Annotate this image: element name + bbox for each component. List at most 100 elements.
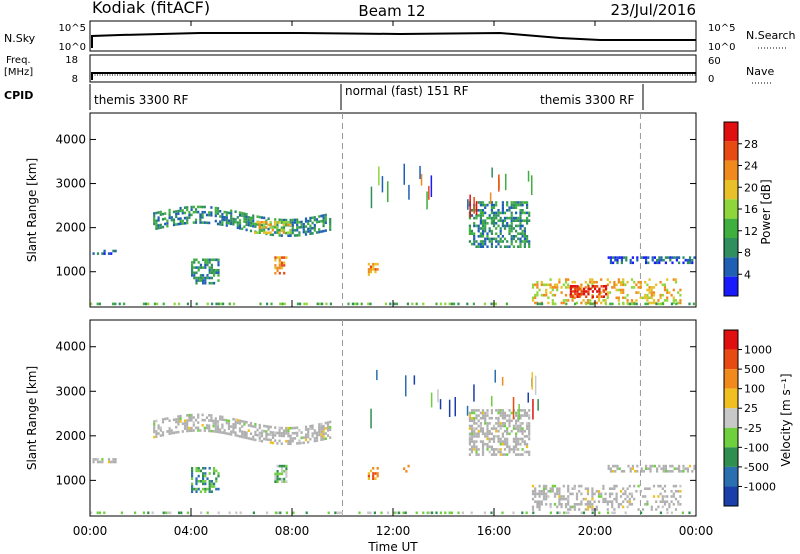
x-tick-label: 12:00 bbox=[376, 524, 411, 538]
freq-unit: [MHz] bbox=[4, 67, 33, 78]
freq-tick-low: 8 bbox=[72, 74, 78, 85]
nave-label: Nave bbox=[746, 65, 774, 78]
colorbar-tick-label: 20 bbox=[744, 181, 758, 194]
colorbar-swatch bbox=[724, 466, 738, 487]
colorbar-tick-label: 24 bbox=[744, 160, 758, 173]
colorbar-swatch bbox=[724, 447, 738, 467]
scatter-region bbox=[92, 249, 117, 255]
power-y-axis-label: Slant Range [km] bbox=[25, 158, 39, 262]
nsky-line bbox=[91, 31, 696, 48]
scatter-region bbox=[274, 256, 288, 275]
x-tick-label: 16:00 bbox=[477, 524, 512, 538]
nsearch-tick-high: 10^5 bbox=[708, 23, 735, 34]
nsearch-tick-low: 10^0 bbox=[708, 42, 735, 53]
scatter-region bbox=[90, 302, 695, 306]
colorbar-tick-label: -500 bbox=[744, 461, 769, 474]
freq-label: Freq. bbox=[6, 55, 31, 66]
beam-title: Beam 12 bbox=[358, 2, 425, 20]
power-y-ticks: 1000 2000 3000 4000 bbox=[55, 132, 696, 279]
x-ticks: 00:00 04:00 08:00 12:00 16:00 20:00 00:00 bbox=[73, 21, 714, 538]
colorbar-tick-label: 100 bbox=[744, 383, 765, 396]
colorbar-tick-label: 28 bbox=[744, 138, 758, 151]
nsky-tick-high: 10^5 bbox=[59, 23, 86, 34]
scatter-region bbox=[191, 467, 220, 493]
y-tick-label: 2000 bbox=[55, 221, 86, 235]
scatter-region bbox=[254, 221, 292, 234]
colorbar-swatch bbox=[724, 330, 738, 350]
colorbar-swatch bbox=[724, 257, 738, 277]
velocity-y-axis-label: Slant Range [km] bbox=[25, 366, 39, 470]
power-colorbar-label: Power [dB] bbox=[759, 179, 773, 244]
power-colorbar: 28 24 20 16 12 8 4 bbox=[723, 121, 758, 297]
scatter-region bbox=[274, 464, 288, 483]
scatter-region bbox=[153, 205, 332, 237]
cpid-segment-1: themis 3300 RF bbox=[94, 93, 188, 107]
station-title: Kodiak (fitACF) bbox=[92, 0, 210, 17]
scatter-region bbox=[191, 258, 220, 285]
power-panel: 1000 2000 3000 4000 Slant Range [km] bbox=[25, 112, 697, 308]
freq-panel bbox=[89, 54, 697, 83]
y-tick-label: 4000 bbox=[55, 340, 86, 354]
x-tick-label: 04:00 bbox=[174, 524, 209, 538]
colorbar-swatch bbox=[724, 238, 738, 258]
nsky-label: N.Sky bbox=[4, 32, 36, 45]
freq-tick-high: 18 bbox=[65, 55, 78, 66]
cpid-segment-2: normal (fast) 151 RF bbox=[345, 84, 469, 98]
scatter-region bbox=[468, 409, 531, 456]
scatter-region bbox=[367, 467, 379, 480]
y-tick-label: 1000 bbox=[55, 265, 86, 279]
x-axis-label: Time UT bbox=[367, 540, 418, 554]
nsky-tick-low: 10^0 bbox=[59, 42, 86, 53]
colorbar-swatch bbox=[724, 349, 738, 370]
colorbar-swatch bbox=[724, 408, 738, 428]
colorbar-swatch bbox=[724, 276, 738, 296]
colorbar-swatch bbox=[724, 218, 738, 238]
cpid-label: CPID bbox=[4, 89, 33, 102]
nave-tick-high: 60 bbox=[708, 56, 721, 67]
sparse-echo-streaks bbox=[370, 369, 539, 429]
colorbar-tick-label: 1000 bbox=[744, 344, 772, 357]
scatter-region bbox=[90, 511, 691, 515]
y-tick-label: 4000 bbox=[55, 132, 86, 146]
y-tick-label: 3000 bbox=[55, 384, 86, 398]
colorbar-swatch bbox=[724, 388, 738, 409]
scatter-region bbox=[607, 464, 696, 473]
colorbar-swatch bbox=[724, 427, 738, 448]
nave-tick-low: 0 bbox=[708, 74, 714, 85]
scatter-region bbox=[607, 256, 696, 265]
x-tick-label: 00:00 bbox=[679, 524, 714, 538]
scatter-region bbox=[403, 464, 410, 473]
sparse-echo-streaks bbox=[370, 163, 533, 218]
velocity-colorbar-label: Velocity [m s⁻¹] bbox=[779, 373, 793, 466]
velocity-y-ticks: 1000 2000 3000 4000 bbox=[55, 340, 696, 487]
colorbar-tick-label: 25 bbox=[744, 402, 758, 415]
y-tick-label: 1000 bbox=[55, 473, 86, 487]
velocity-colorbar: 1000 500 100 25 -25 -100 -500 -1000 bbox=[723, 329, 776, 507]
freq-line bbox=[91, 72, 696, 80]
colorbar-swatch bbox=[724, 199, 738, 219]
scatter-region bbox=[153, 413, 332, 446]
velocity-panel: 1000 2000 3000 4000 00:00 04:00 08:00 12:00 16:… bbox=[25, 21, 713, 554]
colorbar-swatch bbox=[724, 141, 738, 161]
cpid-segment-3: themis 3300 RF bbox=[540, 93, 634, 107]
colorbar-tick-label: 16 bbox=[744, 203, 758, 216]
colorbar-tick-label: -1000 bbox=[744, 480, 776, 493]
colorbar-frame bbox=[723, 329, 739, 507]
colorbar-tick-label: 8 bbox=[744, 247, 751, 260]
colorbar-tick-label: -25 bbox=[744, 422, 762, 435]
colorbar-tick-label: 12 bbox=[744, 225, 758, 238]
scatter-region bbox=[569, 285, 608, 298]
scatter-region bbox=[92, 458, 117, 464]
x-tick-label: 20:00 bbox=[578, 524, 613, 538]
colorbar-tick-label: -100 bbox=[744, 441, 769, 454]
colorbar-swatch bbox=[724, 486, 738, 506]
scatter-region bbox=[531, 484, 682, 511]
colorbar-swatch bbox=[724, 180, 738, 200]
scatter-region bbox=[367, 262, 379, 276]
colorbar-swatch bbox=[724, 369, 738, 389]
x-tick-label: 08:00 bbox=[275, 524, 310, 538]
velocity-data bbox=[90, 320, 696, 516]
y-tick-label: 2000 bbox=[55, 429, 86, 443]
nsearch-label: N.Search bbox=[746, 29, 796, 42]
